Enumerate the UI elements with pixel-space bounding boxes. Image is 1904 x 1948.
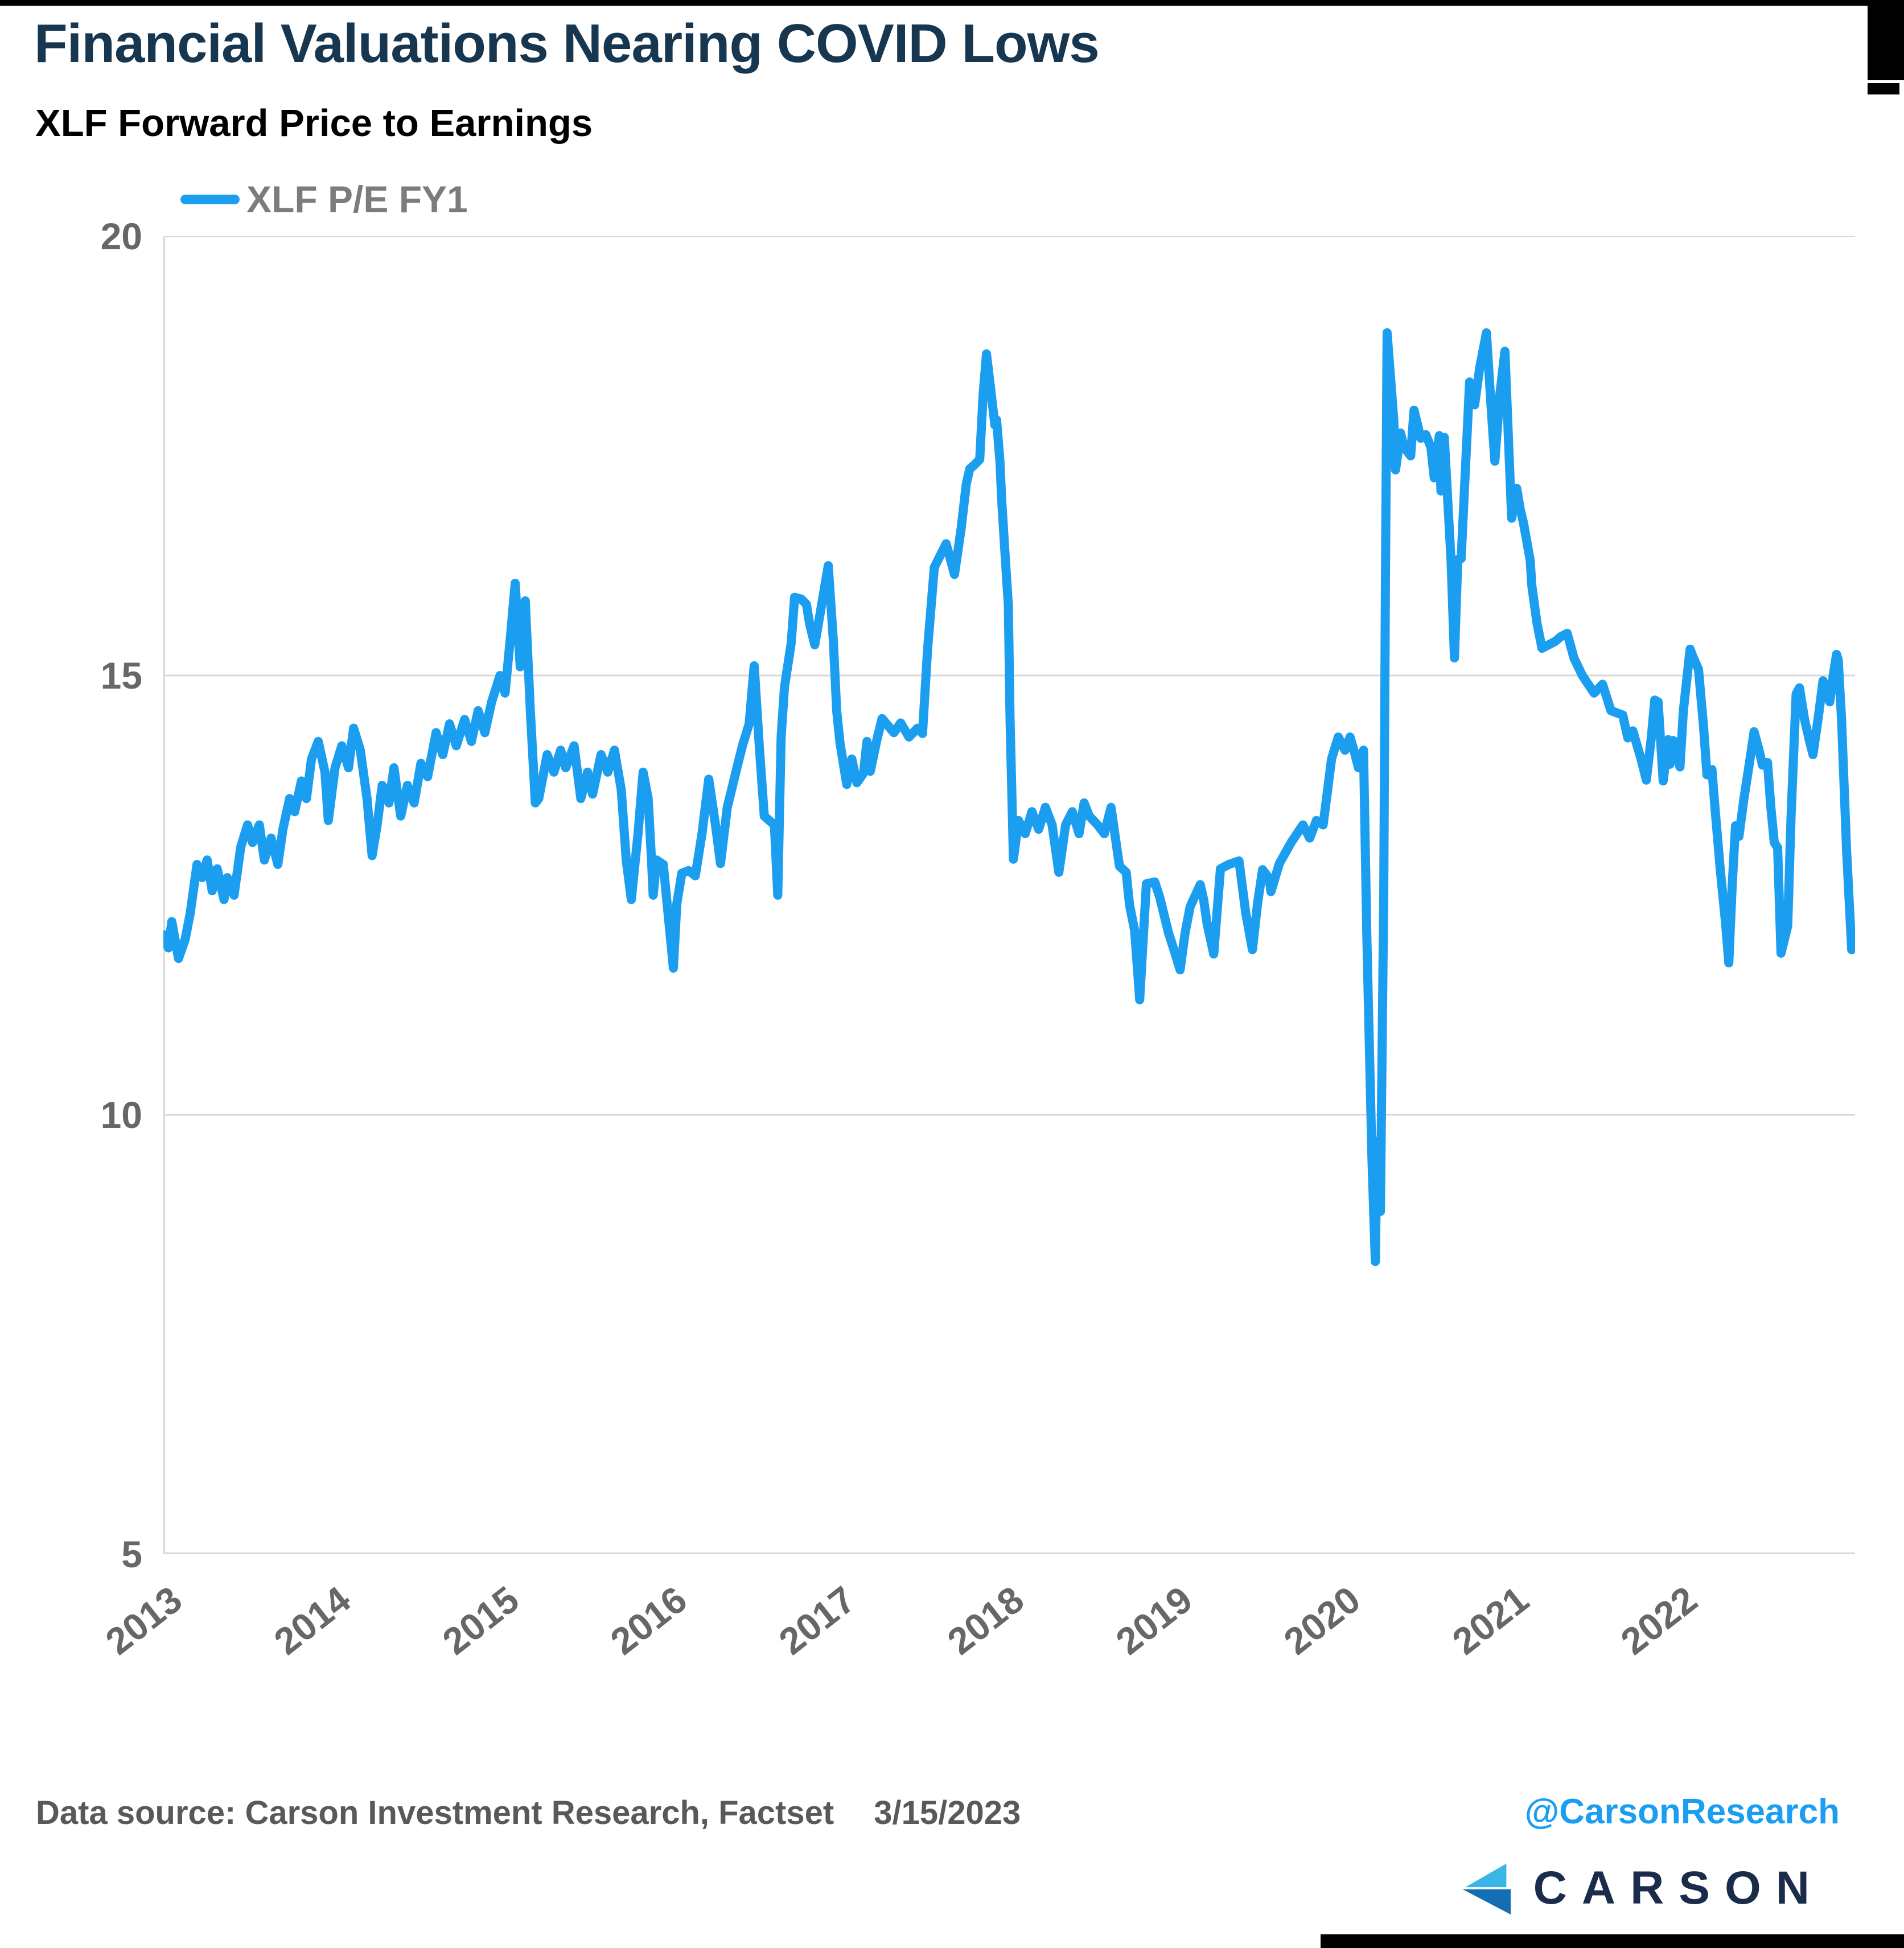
x-tick-label-2018: 2018 <box>939 1578 1031 1663</box>
x-tick-label-2016: 2016 <box>603 1578 695 1663</box>
top-black-bar <box>0 0 1904 6</box>
x-tick-label-2022: 2022 <box>1613 1578 1705 1663</box>
data-source-text: Data source: Carson Investment Research,… <box>36 1794 834 1831</box>
carson-logo: CARSON <box>1457 1860 1824 1917</box>
y-tick-label-20: 20 <box>100 215 142 257</box>
legend-series-label: XLF P/E FY1 <box>246 178 468 220</box>
data-source-date: 3/15/2023 <box>874 1794 1021 1831</box>
x-tick-label-2013: 2013 <box>97 1578 190 1663</box>
plot-area <box>159 235 1857 1555</box>
x-tick-label-2014: 2014 <box>266 1578 358 1663</box>
chart-subtitle: XLF Forward Price to Earnings <box>35 102 593 145</box>
x-tick-label-2017: 2017 <box>771 1578 863 1663</box>
carson-logo-mark-icon <box>1462 1863 1511 1915</box>
page-title: Financial Valuations Nearing COVID Lows <box>34 13 1100 74</box>
bottom-black-bar <box>1321 1934 1904 1948</box>
y-axis-labels: 20 15 10 5 <box>0 0 142 1948</box>
xlf-pe-line-series <box>159 328 1857 1266</box>
x-tick-label-2021: 2021 <box>1444 1578 1536 1663</box>
legend-line-swatch <box>180 194 240 204</box>
top-right-black-block <box>1868 0 1904 80</box>
x-tick-label-2015: 2015 <box>434 1578 527 1663</box>
y-tick-label-15: 15 <box>100 654 142 697</box>
x-tick-label-2019: 2019 <box>1108 1578 1200 1663</box>
carson-logo-wordmark: CARSON <box>1533 1862 1824 1914</box>
chart-legend: XLF P/E FY1 <box>180 176 468 222</box>
y-tick-label-10: 10 <box>100 1094 142 1136</box>
top-right-black-block-small <box>1868 83 1899 94</box>
data-source-note: Data source: Carson Investment Research,… <box>36 1794 1021 1832</box>
line-chart <box>159 235 1857 1555</box>
y-tick-label-5: 5 <box>121 1533 142 1575</box>
twitter-handle: @CarsonResearch <box>1524 1792 1840 1831</box>
x-tick-label-2020: 2020 <box>1276 1578 1368 1663</box>
